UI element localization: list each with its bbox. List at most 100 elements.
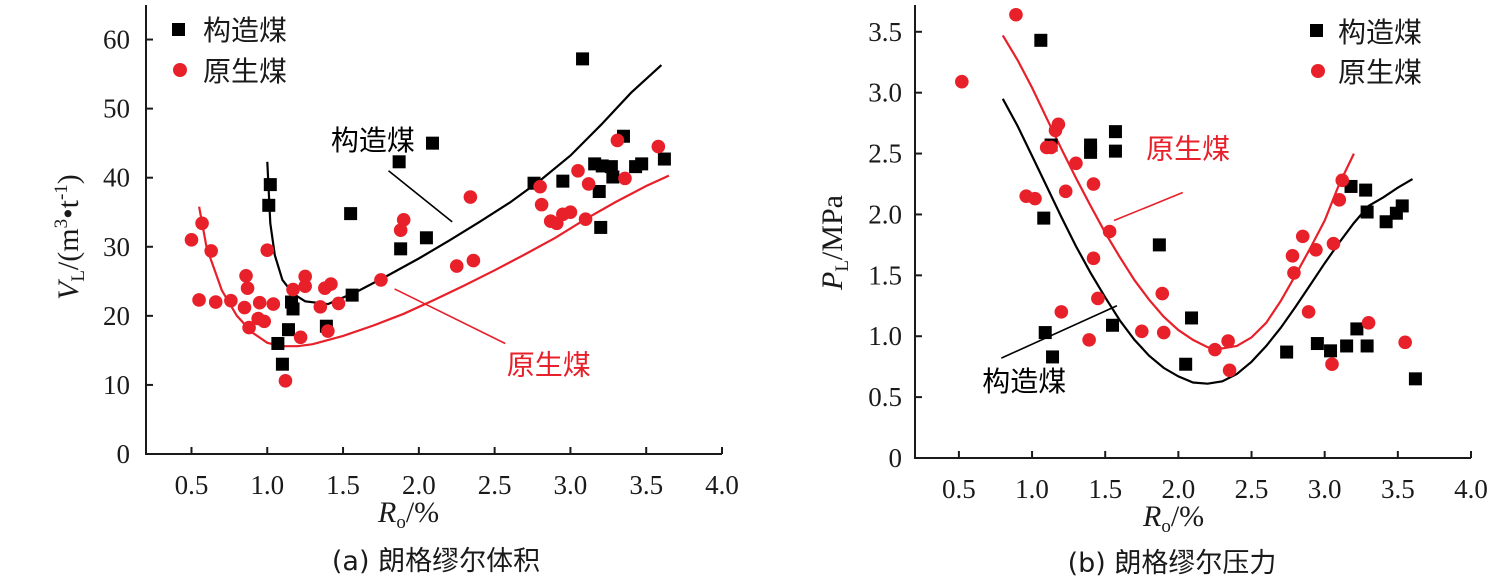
chart-a-point-primary-coal bbox=[224, 293, 238, 308]
chart-a-legend-marker-square bbox=[172, 23, 185, 36]
chart-a-point-primary-coal bbox=[242, 320, 256, 335]
chart-b-point-tectonic-coal bbox=[1340, 339, 1354, 353]
chart-a-x-tick-label: 2.0 bbox=[402, 470, 436, 500]
chart-b-point-primary-coal bbox=[1208, 342, 1222, 357]
chart-a-legend-label-1: 构造煤 bbox=[203, 14, 287, 47]
chart-b-point-primary-coal bbox=[1102, 224, 1117, 239]
chart-b-point-tectonic-coal bbox=[1185, 311, 1199, 325]
chart-b-y-tick-label: 0 bbox=[889, 443, 903, 473]
chart-b-point-tectonic-coal bbox=[1360, 339, 1374, 353]
chart-a-y-tick-label: 40 bbox=[103, 163, 130, 193]
chart-a-y-tick-label: 10 bbox=[103, 370, 130, 400]
chart-b-point-tectonic-coal bbox=[1034, 33, 1048, 47]
chart-a-legend-label-2: 原生煤 bbox=[203, 55, 287, 88]
chart-a-point-tectonic-coal bbox=[604, 160, 618, 174]
chart-a-point-primary-coal bbox=[239, 268, 253, 283]
chart-b-x-tick-label: 0.5 bbox=[942, 474, 976, 504]
chart-b-point-primary-coal bbox=[1325, 357, 1339, 372]
chart-a-point-primary-coal bbox=[581, 177, 596, 191]
chart-b-point-primary-coal bbox=[1156, 325, 1171, 340]
chart-a-point-primary-coal bbox=[195, 216, 209, 231]
chart-a-y-ticks: 0 10 20 30 40 50 60 bbox=[103, 25, 153, 469]
chart-a-point-tectonic-coal bbox=[425, 136, 439, 150]
chart-b-point-tectonic-coal bbox=[1360, 205, 1374, 219]
chart-a-point-primary-coal bbox=[610, 133, 625, 148]
chart-a-point-primary-coal bbox=[313, 300, 328, 314]
chart-b-point-tectonic-coal bbox=[1038, 326, 1052, 340]
chart-a-annotation-label: 构造煤 bbox=[331, 124, 415, 157]
chart-a-marks: 构造煤 原生煤 bbox=[184, 52, 671, 388]
chart-a-point-tectonic-coal bbox=[606, 170, 620, 184]
chart-b-annotation-label: 原生煤 bbox=[1146, 132, 1230, 165]
chart-a-point-primary-coal bbox=[331, 296, 346, 311]
chart-b-point-primary-coal bbox=[1332, 193, 1347, 207]
chart-b-point-primary-coal bbox=[1301, 305, 1316, 319]
chart-a-point-tectonic-coal bbox=[592, 185, 606, 199]
chart-b-fit-curve-tectonic bbox=[1001, 98, 1414, 385]
chart-a-point-primary-coal bbox=[252, 295, 267, 310]
chart-a-x-tick-label: 2.5 bbox=[478, 470, 512, 500]
chart-b-y-tick-label: 0.5 bbox=[868, 382, 902, 412]
chart-b-y-axis-label: PL/MPa bbox=[816, 195, 853, 291]
chart-b-point-tectonic-coal bbox=[1408, 372, 1422, 386]
chart-b-point-tectonic-coal bbox=[1108, 125, 1122, 139]
chart-b-point-tectonic-coal bbox=[1108, 144, 1122, 158]
chart-b-x-ticks: 0.5 1.0 1.5 2.0 2.5 3.0 3.5 4.0 bbox=[942, 451, 1488, 504]
chart-b-legend-marker-square bbox=[1310, 24, 1323, 37]
chart-a-point-tectonic-coal bbox=[394, 242, 408, 256]
chart-a-point-primary-coal bbox=[324, 277, 338, 291]
chart-a-x-tick-label: 0.5 bbox=[175, 470, 209, 500]
chart-b-point-tectonic-coal bbox=[1350, 322, 1364, 336]
chart-b-point-tectonic-coal bbox=[1046, 350, 1060, 364]
chart-b-x-tick-label: 2.0 bbox=[1161, 474, 1195, 504]
chart-b-point-primary-coal bbox=[1335, 173, 1350, 188]
chart-a-point-primary-coal bbox=[571, 163, 585, 178]
chart-a-point-primary-coal bbox=[266, 297, 281, 311]
chart-b-legend-marker-circle bbox=[1311, 64, 1325, 78]
chart-b-y-tick-label: 1.5 bbox=[868, 260, 902, 290]
chart-b-fit-curve-primary bbox=[1001, 34, 1355, 350]
chart-b-point-tectonic-coal bbox=[1179, 357, 1193, 371]
chart-b-y-tick-label: 2.5 bbox=[868, 139, 902, 169]
chart-b-y-ticks: 0 0.5 1.0 1.5 2.0 2.5 3.0 3.5 bbox=[868, 17, 922, 473]
chart-a-point-primary-coal bbox=[563, 205, 578, 220]
chart-a-point-primary-coal bbox=[298, 279, 312, 293]
chart-a-point-primary-coal bbox=[534, 197, 549, 212]
chart-a-caption: (a) 朗格缪尔体积 bbox=[332, 546, 540, 577]
chart-b-point-primary-coal bbox=[1086, 177, 1101, 191]
chart-b-point-primary-coal bbox=[1086, 251, 1101, 266]
chart-b-point-primary-coal bbox=[1134, 324, 1149, 339]
chart-b-point-tectonic-coal bbox=[1152, 238, 1166, 252]
chart-b-point-primary-coal bbox=[1009, 7, 1023, 22]
chart-a-point-primary-coal bbox=[578, 212, 593, 226]
chart-a-x-tick-label: 3.5 bbox=[629, 470, 663, 500]
chart-a-x-ticks: 0.5 1.0 1.5 2.0 2.5 3.0 3.5 4.0 bbox=[175, 447, 739, 500]
chart-b-x-axis-label: Ro/% bbox=[1142, 500, 1204, 537]
chart-a-point-primary-coal bbox=[260, 243, 275, 258]
chart-a-point-primary-coal bbox=[396, 213, 411, 227]
chart-a-point-primary-coal bbox=[374, 273, 388, 287]
chart-a-y-tick-label: 50 bbox=[103, 94, 130, 124]
chart-b-point-primary-coal bbox=[1295, 229, 1310, 244]
chart-a-point-primary-coal bbox=[237, 300, 252, 315]
chart-b-point-primary-coal bbox=[1082, 333, 1096, 347]
chart-a-point-primary-coal bbox=[257, 314, 272, 329]
chart-a-point-tectonic-coal bbox=[657, 152, 671, 166]
chart-b-point-tectonic-coal bbox=[1280, 345, 1294, 359]
chart-a-legend-marker-circle bbox=[173, 63, 187, 77]
chart-a-x-tick-label: 4.0 bbox=[705, 470, 739, 500]
chart-a-point-primary-coal bbox=[449, 259, 464, 273]
chart-a-point-primary-coal bbox=[463, 190, 478, 204]
chart-b-legend-label-2: 原生煤 bbox=[1338, 56, 1422, 89]
chart-b-point-primary-coal bbox=[1309, 242, 1323, 257]
chart-b-caption: (b) 朗格缪尔压力 bbox=[1068, 548, 1277, 579]
chart-a-point-primary-coal bbox=[298, 269, 312, 284]
chart-a-point-primary-coal bbox=[278, 373, 293, 388]
chart-b-point-primary-coal bbox=[1054, 305, 1069, 319]
chart-a-point-primary-coal bbox=[651, 139, 666, 154]
chart-a-point-tectonic-coal bbox=[281, 323, 295, 337]
